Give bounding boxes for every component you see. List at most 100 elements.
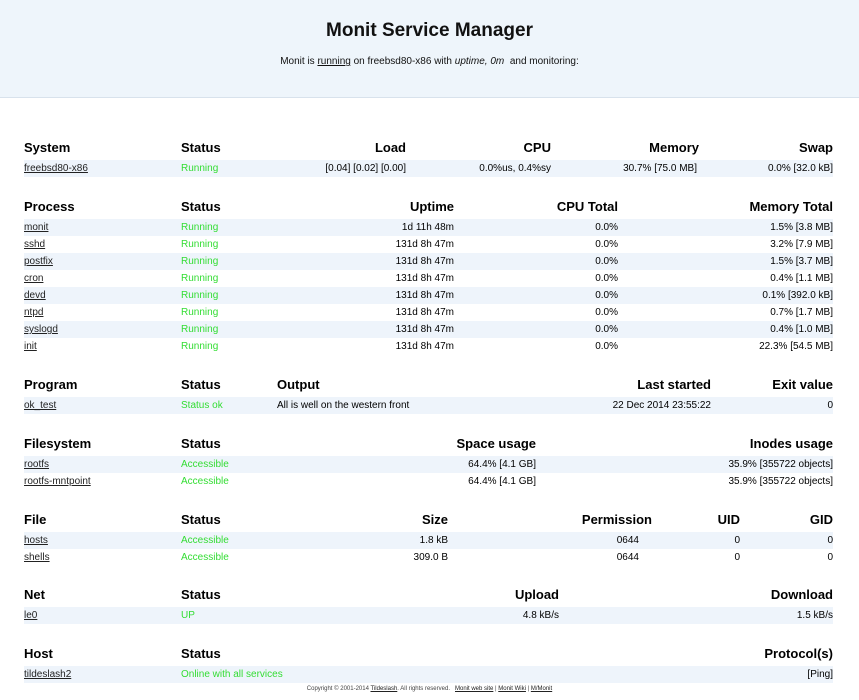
memory-value: 3.2% [7.9 MB] xyxy=(770,239,833,250)
mmonit-link[interactable]: M/Monit xyxy=(530,686,553,692)
status-prefix: Monit is xyxy=(280,56,315,67)
cpu-value: 0.0% xyxy=(595,324,618,335)
cpu-value: 0.0% xyxy=(595,290,618,301)
status-badge: Running xyxy=(181,256,219,267)
gid-value: 0 xyxy=(827,535,833,546)
monit-wiki-link[interactable]: Monit Wiki xyxy=(498,686,526,692)
table-row: tildeslash2 Online with all services [Pi… xyxy=(24,666,833,683)
process-link[interactable]: monit xyxy=(24,222,49,233)
status-badge: Accessible xyxy=(181,552,229,563)
program-section: Program Status Output Last started Exit … xyxy=(24,375,833,414)
process-section: Process Status Uptime CPU Total Memory T… xyxy=(24,197,833,355)
size-value: 309.0 B xyxy=(413,552,448,563)
process-link[interactable]: cron xyxy=(24,273,44,284)
col-status: Status xyxy=(181,587,221,602)
cpu-value: 0.0% xyxy=(595,307,618,318)
host-section: Host Status Protocol(s) tildeslash2 Onli… xyxy=(24,644,833,683)
copyright-text: Copyright © 2001-2014 xyxy=(306,686,369,692)
uptime-value: 131d 8h 47m xyxy=(395,307,454,318)
table-row: hosts Accessible 1.8 kB 0644 0 0 xyxy=(24,532,833,549)
col-download: Download xyxy=(770,587,833,602)
permission-value: 0644 xyxy=(616,535,639,546)
status-badge: Running xyxy=(181,222,219,233)
uptime-value: 131d 8h 47m xyxy=(395,256,454,267)
table-row: ok_test Status ok All is well on the wes… xyxy=(24,397,833,414)
inodes-value: 35.9% [355722 objects] xyxy=(728,459,833,470)
page-title: Monit Service Manager xyxy=(326,20,533,41)
memory-value: 1.5% [3.8 MB] xyxy=(770,222,833,233)
table-row: shells Accessible 309.0 B 0644 0 0 xyxy=(24,549,833,566)
col-status: Status xyxy=(181,199,221,214)
col-inodes-usage: Inodes usage xyxy=(749,436,833,451)
host-link[interactable]: tildeslash2 xyxy=(24,669,72,680)
col-gid: GID xyxy=(809,512,833,527)
col-status: Status xyxy=(181,377,221,392)
process-link[interactable]: devd xyxy=(24,290,46,301)
file-link[interactable]: shells xyxy=(24,552,50,563)
status-badge: Accessible xyxy=(181,476,229,487)
process-link[interactable]: init xyxy=(24,341,37,352)
col-filesystem: Filesystem xyxy=(24,436,92,451)
space-value: 64.4% [4.1 GB] xyxy=(468,459,536,470)
table-row: ntpd Running 131d 8h 47m 0.0% 0.7% [1.7 … xyxy=(24,304,833,321)
memory-value: 30.7% [75.0 MB] xyxy=(623,163,697,174)
output-value: All is well on the western front xyxy=(277,400,410,411)
space-value: 64.4% [4.1 GB] xyxy=(468,476,536,487)
filesystem-link[interactable]: rootfs xyxy=(24,459,50,470)
col-memory: Memory xyxy=(649,140,699,155)
col-program: Program xyxy=(24,377,78,392)
net-link[interactable]: le0 xyxy=(24,610,38,621)
table-row: init Running 131d 8h 47m 0.0% 22.3% [54.… xyxy=(24,338,833,355)
col-output: Output xyxy=(277,377,320,392)
cpu-value: 0.0% xyxy=(595,341,618,352)
memory-value: 0.4% [1.0 MB] xyxy=(770,324,833,335)
net-header-row: Net Status Upload Download xyxy=(24,585,833,607)
status-suffix: and monitoring: xyxy=(509,56,579,67)
file-link[interactable]: hosts xyxy=(24,535,48,546)
status-badge: Running xyxy=(181,290,219,301)
filesystem-link[interactable]: rootfs-mntpoint xyxy=(24,476,91,487)
memory-value: 0.7% [1.7 MB] xyxy=(770,307,833,318)
col-host: Host xyxy=(24,646,53,661)
col-status: Status xyxy=(181,436,221,451)
col-cpu-total: CPU Total xyxy=(556,199,618,214)
process-link[interactable]: syslogd xyxy=(24,324,58,335)
tildeslash-link[interactable]: Tildeslash xyxy=(370,686,398,692)
process-header-row: Process Status Uptime CPU Total Memory T… xyxy=(24,197,833,219)
process-link[interactable]: sshd xyxy=(24,239,46,250)
monit-status-line: Monit is running on freebsd80-x86 with u… xyxy=(0,56,859,67)
col-process: Process xyxy=(24,199,75,214)
host-header-row: Host Status Protocol(s) xyxy=(24,644,833,666)
uptime-value: 131d 8h 47m xyxy=(395,341,454,352)
cpu-value: 0.0% xyxy=(595,256,618,267)
table-row: sshd Running 131d 8h 47m 0.0% 3.2% [7.9 … xyxy=(24,236,833,253)
memory-value: 22.3% [54.5 MB] xyxy=(759,341,833,352)
running-link[interactable]: running xyxy=(317,56,351,67)
gid-value: 0 xyxy=(827,552,833,563)
table-row: freebsd80-x86 Running [0.04] [0.02] [0.0… xyxy=(24,160,833,177)
process-link[interactable]: ntpd xyxy=(24,307,44,318)
col-uptime: Uptime xyxy=(409,199,454,214)
uptime-value: 131d 8h 47m xyxy=(395,273,454,284)
status-badge: Running xyxy=(181,341,219,352)
cpu-value: 0.0% xyxy=(595,239,618,250)
col-file: File xyxy=(24,512,47,527)
system-section: System Status Load CPU Memory Swap freeb… xyxy=(24,138,833,177)
status-badge: Running xyxy=(181,163,219,174)
process-link[interactable]: postfix xyxy=(24,256,53,267)
uptime-label: uptime, xyxy=(454,56,488,67)
program-link[interactable]: ok_test xyxy=(24,400,57,411)
status-badge: Running xyxy=(181,239,219,250)
filesystem-header-row: Filesystem Status Space usage Inodes usa… xyxy=(24,434,833,456)
load-value: [0.04] [0.02] [0.00] xyxy=(325,163,406,174)
system-link[interactable]: freebsd80-x86 xyxy=(24,163,88,174)
upload-value: 4.8 kB/s xyxy=(522,610,559,621)
uid-value: 0 xyxy=(734,552,740,563)
footer-separator: | xyxy=(527,686,530,692)
col-last-started: Last started xyxy=(637,377,711,392)
memory-value: 1.5% [3.7 MB] xyxy=(770,256,833,267)
monit-website-link[interactable]: Monit web site xyxy=(455,686,494,692)
status-badge: Accessible xyxy=(181,459,229,470)
uptime-value: 0m xyxy=(490,56,505,67)
rights-text: . All rights reserved. xyxy=(397,686,450,692)
